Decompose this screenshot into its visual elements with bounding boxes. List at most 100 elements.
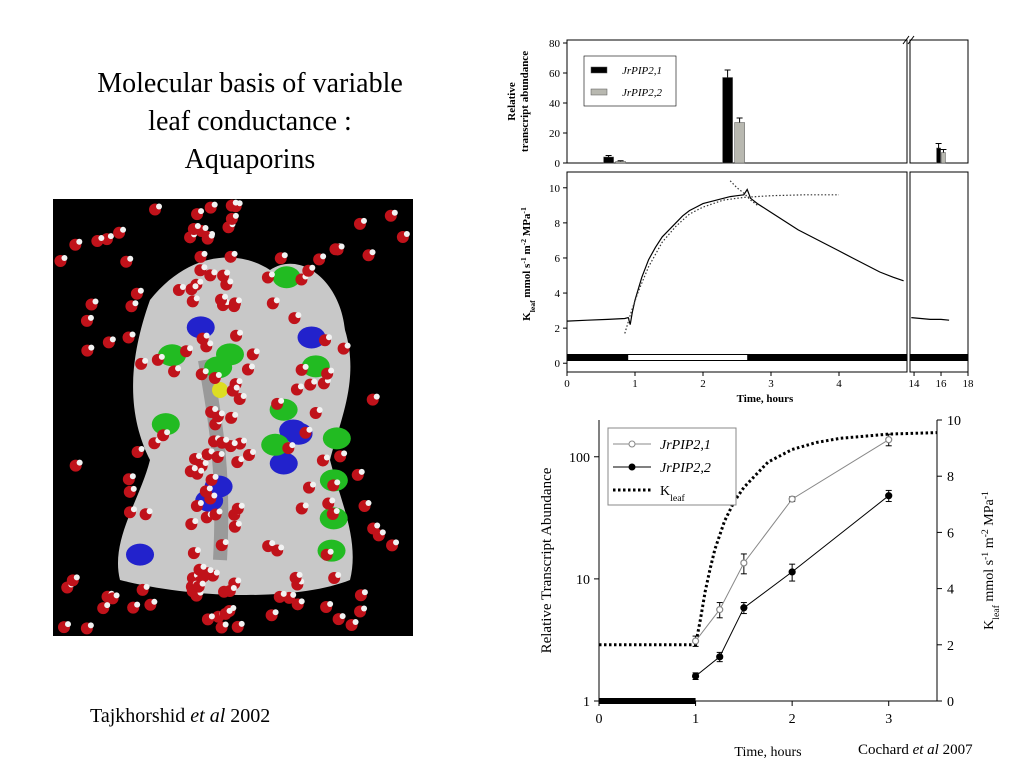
water-hydrogen xyxy=(328,367,335,374)
water-hydrogen xyxy=(218,410,225,417)
water-hydrogen xyxy=(360,217,367,224)
x-tick-label: 18 xyxy=(963,378,975,390)
kleaf-line xyxy=(624,194,839,334)
water-hydrogen xyxy=(98,235,105,242)
legend-swatch xyxy=(590,66,608,74)
title-line: Molecular basis of variable xyxy=(97,68,403,99)
text-part: et al xyxy=(190,705,225,727)
water-hydrogen xyxy=(238,456,245,463)
water-hydrogen xyxy=(335,571,342,578)
water-hydrogen xyxy=(120,226,127,233)
water-hydrogen xyxy=(222,293,229,300)
water-hydrogen xyxy=(226,607,233,614)
water-hydrogen xyxy=(338,243,345,250)
water-hydrogen xyxy=(194,547,201,554)
water-hydrogen xyxy=(302,502,309,509)
residue-patch xyxy=(272,266,301,289)
water-hydrogen xyxy=(107,233,114,240)
water-hydrogen xyxy=(393,539,400,546)
water-hydrogen xyxy=(216,508,223,515)
data-point xyxy=(716,653,724,661)
water-hydrogen xyxy=(179,284,186,291)
water-hydrogen xyxy=(164,429,171,436)
axis-break xyxy=(907,35,915,45)
water-hydrogen xyxy=(191,465,198,472)
label-part: m xyxy=(521,245,533,257)
water-hydrogen xyxy=(403,230,410,237)
title: Molecular basis of variable leaf conducta… xyxy=(97,68,403,175)
water-hydrogen xyxy=(231,250,238,257)
water-hydrogen xyxy=(278,544,285,551)
residue-patch xyxy=(212,382,228,398)
label-part: leaf xyxy=(991,604,1002,619)
series-line xyxy=(599,431,938,647)
legend-marker xyxy=(628,463,636,471)
bar xyxy=(734,122,745,164)
residue-patch xyxy=(158,344,187,367)
water-hydrogen xyxy=(194,222,201,229)
water-hydrogen xyxy=(127,255,134,262)
x-tick-label: 3 xyxy=(885,712,892,727)
water-hydrogen xyxy=(373,393,380,400)
water-hydrogen xyxy=(290,591,297,598)
y2-tick-label: 2 xyxy=(947,639,954,654)
water-hydrogen xyxy=(151,598,158,605)
label-part: mmol s xyxy=(521,263,533,300)
legend-label: Kleaf xyxy=(660,484,686,504)
y-axis-label: Relative xyxy=(506,82,518,121)
water-hydrogen xyxy=(344,342,351,349)
water-hydrogen xyxy=(208,613,215,620)
water-hydrogen xyxy=(352,619,359,626)
water-hydrogen xyxy=(88,344,95,351)
water-hydrogen xyxy=(208,448,215,455)
water-hydrogen xyxy=(199,580,206,587)
data-point xyxy=(740,559,748,567)
bar xyxy=(941,152,946,164)
water-hydrogen xyxy=(215,371,222,378)
x-axis-label: Time, hours xyxy=(737,393,794,405)
label-part: -1 xyxy=(519,207,528,214)
residue-patch xyxy=(269,452,298,475)
water-hydrogen xyxy=(211,201,218,208)
water-hydrogen xyxy=(379,529,386,536)
water-hydrogen xyxy=(297,383,304,390)
water-hydrogen xyxy=(76,238,83,245)
water-hydrogen xyxy=(134,601,141,608)
y-tick-label: 2 xyxy=(555,323,561,335)
label-part: m xyxy=(982,537,997,552)
water-hydrogen xyxy=(207,340,214,347)
plot-frame xyxy=(909,171,969,373)
bar xyxy=(603,156,614,164)
bar-chart: 0 20 40 60 80 Relative transcript abundance JrP… xyxy=(506,35,969,170)
y2-tick-label: 10 xyxy=(947,414,961,429)
water-hydrogen xyxy=(233,384,240,391)
label-part: -1 xyxy=(519,257,528,264)
water-hydrogen xyxy=(280,590,287,597)
data-point xyxy=(788,495,796,503)
y2-tick-label: 0 xyxy=(947,695,954,710)
water-hydrogen xyxy=(374,522,381,529)
label-part: MPa xyxy=(982,498,997,529)
y-tick-label: 4 xyxy=(555,288,561,300)
x-tick-label: 0 xyxy=(596,712,603,727)
title-line: Aquaporins xyxy=(185,144,316,175)
residue-patch xyxy=(261,433,290,456)
water-hydrogen xyxy=(223,436,230,443)
label-part: K xyxy=(982,620,997,630)
water-hydrogen xyxy=(211,269,218,276)
water-hydrogen xyxy=(361,589,368,596)
legend-label: JrPIP2,1 xyxy=(660,438,711,453)
water-hydrogen xyxy=(320,253,327,260)
water-hydrogen xyxy=(323,454,330,461)
water-hydrogen xyxy=(273,297,280,304)
y-tick-label: 8 xyxy=(555,218,561,230)
x-tick-label: 16 xyxy=(936,378,948,390)
water-hydrogen xyxy=(341,450,348,457)
protein-surface xyxy=(117,257,353,595)
water-hydrogen xyxy=(253,348,260,355)
water-hydrogen xyxy=(326,334,333,341)
water-hydrogen xyxy=(327,600,334,607)
bar xyxy=(936,147,941,164)
water-hydrogen xyxy=(213,569,220,576)
legend-label: JrPIP2,1 xyxy=(622,65,662,77)
